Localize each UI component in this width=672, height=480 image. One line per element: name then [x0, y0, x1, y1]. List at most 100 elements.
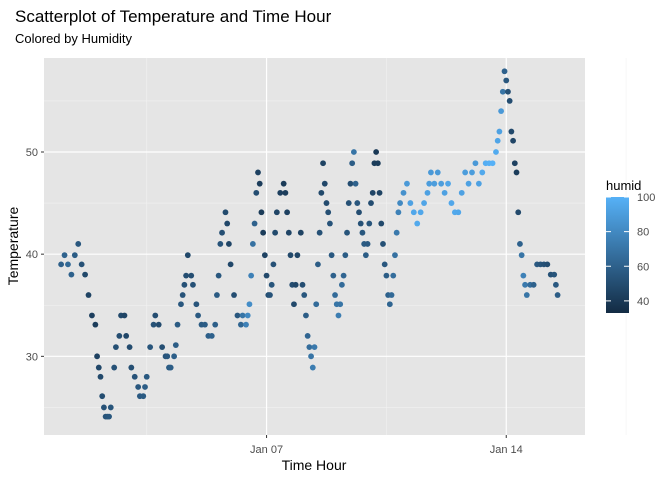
data-point: [315, 261, 321, 268]
data-point: [301, 292, 308, 298]
data-point: [511, 160, 518, 167]
data-point: [184, 252, 191, 259]
data-point: [284, 209, 291, 216]
data-point: [297, 229, 304, 236]
data-point: [344, 229, 350, 236]
data-point: [404, 180, 410, 187]
data-point: [172, 342, 179, 348]
data-point: [97, 373, 104, 380]
data-point: [373, 149, 380, 155]
data-point: [508, 128, 515, 135]
data-point: [128, 364, 135, 371]
data-point: [386, 301, 393, 308]
data-point: [306, 344, 313, 351]
data-point: [338, 281, 345, 288]
data-point: [304, 332, 311, 339]
x-axis-title: Time Hour: [282, 457, 347, 473]
data-point: [321, 180, 328, 187]
data-point: [327, 220, 333, 227]
data-point: [499, 88, 506, 95]
data-point: [152, 312, 159, 319]
data-point: [359, 229, 366, 236]
data-point: [458, 189, 465, 196]
data-point: [506, 98, 513, 104]
data-point: [325, 209, 332, 216]
data-point: [552, 281, 559, 288]
legend-tick-label: 100: [637, 192, 655, 204]
legend-title: humid: [606, 178, 641, 193]
data-point: [82, 271, 88, 278]
data-point: [65, 261, 71, 268]
data-point: [291, 301, 297, 308]
color-legend: humid 40 60 80 100: [606, 178, 655, 313]
data-point: [362, 252, 369, 259]
data-point: [323, 200, 330, 206]
data-point: [272, 229, 279, 236]
data-point: [308, 353, 314, 360]
x-tick-label: Jan 07: [250, 444, 283, 456]
data-point: [219, 229, 225, 236]
chart-title: Scatterplot of Temperature and Time Hour: [15, 7, 332, 26]
data-point: [181, 281, 188, 288]
x-tick-label: Jan 14: [490, 444, 523, 456]
data-point: [544, 261, 551, 268]
data-point: [106, 413, 112, 420]
data-point: [462, 169, 469, 176]
data-point: [332, 292, 338, 298]
data-point: [393, 229, 400, 236]
data-point: [195, 312, 201, 319]
data-point: [523, 292, 530, 298]
data-point: [243, 321, 249, 328]
data-point: [292, 281, 299, 288]
data-point: [222, 209, 229, 216]
data-point: [101, 404, 107, 411]
data-point: [441, 189, 448, 196]
y-tick-label: 30: [26, 351, 38, 363]
data-point: [225, 241, 232, 247]
data-point: [270, 261, 277, 268]
data-point: [381, 261, 388, 268]
data-point: [123, 332, 130, 339]
data-point: [522, 281, 528, 288]
data-point: [248, 272, 255, 279]
data-point: [116, 332, 123, 339]
data-point: [489, 160, 496, 167]
data-point: [318, 189, 325, 196]
data-point: [313, 301, 320, 308]
data-point: [178, 301, 184, 308]
data-point: [121, 312, 128, 319]
data-point: [520, 272, 527, 279]
data-point: [424, 189, 431, 196]
data-point: [167, 364, 174, 371]
data-point: [249, 241, 256, 247]
data-point: [268, 281, 275, 288]
data-point: [94, 353, 100, 360]
data-point: [131, 373, 138, 380]
data-point: [273, 209, 280, 216]
data-point: [369, 189, 376, 196]
data-point: [214, 292, 220, 298]
data-point: [368, 200, 374, 206]
data-point: [227, 261, 234, 268]
data-point: [111, 364, 118, 371]
data-point: [193, 301, 200, 308]
data-point: [501, 68, 508, 75]
data-point: [251, 220, 258, 227]
data-point: [388, 292, 395, 298]
data-point: [258, 209, 265, 216]
data-point: [426, 180, 433, 187]
data-point: [472, 160, 479, 167]
data-point: [380, 241, 386, 247]
data-point: [551, 271, 558, 278]
data-point: [434, 169, 441, 176]
data-point: [244, 312, 251, 319]
data-point: [397, 200, 404, 206]
data-point: [493, 149, 499, 155]
data-point: [142, 384, 148, 390]
legend-ticks: 40 60 80 100: [606, 192, 655, 308]
data-point: [431, 180, 438, 187]
data-point: [280, 180, 287, 187]
data-point: [75, 241, 82, 247]
data-point: [340, 272, 347, 279]
data-point: [510, 137, 516, 144]
